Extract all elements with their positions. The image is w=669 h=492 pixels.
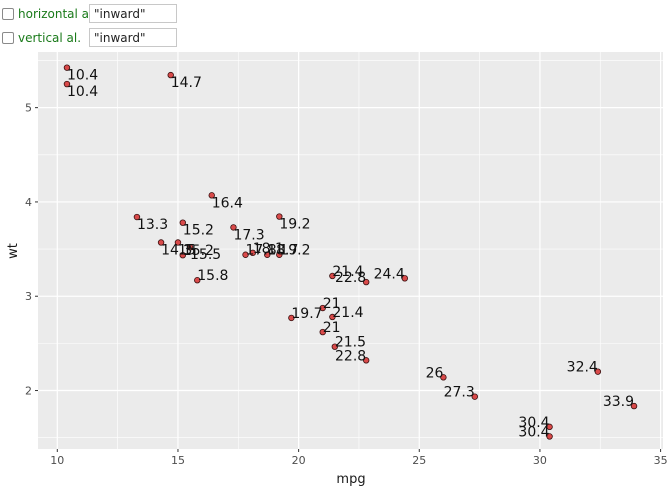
data-point: [133, 213, 141, 221]
data-label: 18.7: [267, 243, 298, 259]
data-point: [230, 224, 237, 231]
data-label: 18.1: [253, 241, 284, 257]
horizontal-align-input[interactable]: [89, 4, 177, 23]
data-point: [186, 243, 194, 251]
data-point: [546, 423, 553, 431]
axis-tick-labels: 10 15 20 25 30 35 2 3 4 5: [25, 102, 668, 467]
data-label: 17.8: [246, 243, 277, 259]
data-label: 15.2: [183, 243, 214, 259]
horizontal-align-checkbox[interactable]: [2, 8, 14, 20]
data-point: [276, 251, 283, 258]
data-label: 21.4: [332, 305, 363, 321]
data-label: 32.4: [567, 360, 598, 376]
data-label: 19.7: [291, 306, 322, 322]
data-label: 15: [178, 242, 196, 258]
x-tick-label: 20: [292, 454, 306, 467]
y-tick-label: 4: [25, 196, 32, 209]
plot-panel: [38, 52, 663, 449]
data-point: [208, 192, 215, 199]
data-point: [174, 239, 182, 246]
x-axis-title: mpg: [336, 472, 365, 487]
data-point: [362, 357, 370, 364]
data-point: [630, 402, 638, 410]
axis-ticks: [35, 107, 662, 452]
data-label: 15.2: [183, 223, 214, 239]
vertical-align-label: vertical al.: [18, 31, 82, 45]
grid-major: [38, 52, 663, 449]
vertical-align-control: vertical al.: [2, 27, 90, 49]
data-label: 13.3: [137, 217, 168, 233]
data-label: 10.4: [67, 68, 98, 84]
data-label: 21.5: [335, 335, 366, 351]
x-tick-label: 35: [654, 454, 668, 467]
data-labels: 212122.821.418.718.114.324.422.819.217.8…: [67, 68, 634, 441]
data-point: [329, 313, 336, 321]
data-label: 19.2: [279, 243, 310, 259]
x-tick-label: 15: [171, 454, 185, 467]
data-point: [471, 393, 478, 400]
data-label: 21: [323, 296, 341, 312]
data-label: 30.4: [518, 424, 549, 440]
data-point: [264, 251, 271, 258]
data-point: [276, 213, 283, 220]
data-point: [319, 304, 326, 312]
vertical-align-checkbox[interactable]: [2, 32, 14, 44]
data-point: [63, 80, 71, 88]
data-label: 14.3: [161, 242, 192, 258]
data-point: [362, 278, 370, 286]
x-tick-label: 25: [412, 454, 426, 467]
data-point: [440, 374, 447, 381]
data-label: 21.4: [332, 264, 363, 280]
horizontal-align-control: horizontal al.: [2, 3, 97, 25]
data-label: 33.9: [603, 394, 634, 410]
vertical-align-input[interactable]: [89, 28, 177, 47]
horizontal-align-label: horizontal al.: [18, 7, 97, 21]
data-points: [63, 64, 638, 440]
x-tick-label: 30: [533, 454, 547, 467]
data-label: 26: [426, 365, 444, 381]
data-label: 21: [323, 320, 341, 336]
data-point: [194, 277, 201, 284]
grid-minor: [38, 52, 663, 449]
data-label: 19.2: [279, 217, 310, 233]
data-point: [179, 219, 186, 226]
y-tick-label: 3: [25, 290, 32, 303]
data-label: 22.8: [335, 348, 366, 364]
data-label: 24.4: [374, 266, 405, 282]
data-point: [288, 314, 295, 322]
y-axis-title: wt: [6, 243, 21, 259]
data-point: [319, 328, 326, 336]
data-label: 15.8: [197, 268, 228, 284]
data-label: 16.4: [212, 195, 243, 211]
data-point: [157, 239, 165, 246]
data-label: 10.4: [67, 84, 98, 100]
data-label: 22.8: [335, 270, 366, 286]
data-point: [329, 272, 336, 280]
data-label: 27.3: [444, 385, 475, 401]
data-point: [167, 71, 174, 79]
data-point: [594, 368, 602, 375]
data-label: 30.4: [518, 415, 549, 431]
y-tick-label: 5: [25, 102, 32, 115]
y-tick-label: 2: [25, 385, 32, 398]
data-point: [242, 251, 249, 258]
data-label: 17.3: [233, 227, 264, 243]
data-point: [331, 343, 339, 350]
data-point: [401, 275, 408, 282]
data-label: 15.5: [190, 247, 221, 263]
x-tick-label: 10: [50, 454, 64, 467]
data-point: [249, 249, 256, 257]
data-point: [546, 433, 553, 440]
data-label: 14.7: [171, 75, 202, 91]
data-point: [63, 64, 71, 71]
data-point: [179, 252, 186, 259]
